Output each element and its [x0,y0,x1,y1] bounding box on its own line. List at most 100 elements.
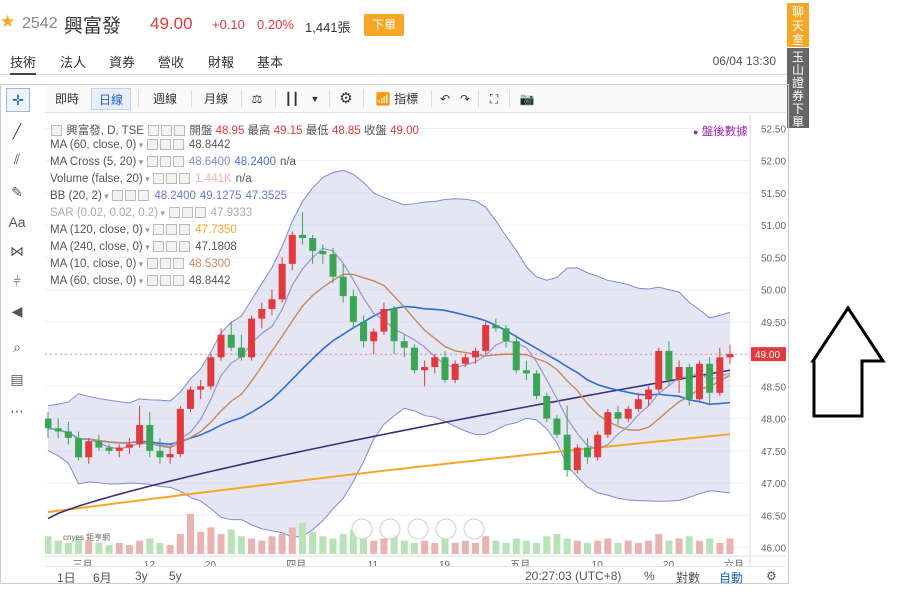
chevron-down-icon[interactable]: ▾ [136,157,146,167]
order-button[interactable]: 下單 [364,14,404,36]
settings-icon[interactable] [159,139,171,151]
range-3y[interactable]: 3y [135,569,148,583]
price-chart[interactable]: 52.50 52.00 51.50 51.00 50.50 50.00 49.50 49.00… [45,114,786,566]
range-5y[interactable]: 5y [169,569,182,583]
chevron-down-icon[interactable]: ▼ [310,94,320,104]
close-icon[interactable] [194,207,206,219]
interval-intraday[interactable]: 即時 [54,92,79,106]
y-tick-label: 52.00 [761,157,786,168]
visibility-icon[interactable] [146,139,158,151]
interval-weekly[interactable]: 週線 [152,92,177,106]
close-icon[interactable] [172,258,184,270]
brush-icon[interactable]: ✎ [11,184,23,200]
visibility-icon[interactable] [112,190,124,202]
chevron-down-icon[interactable]: ▾ [158,208,168,218]
zoom-out-icon[interactable] [351,518,373,540]
interval-daily[interactable]: 日線 [91,88,131,110]
settings-icon[interactable] [161,125,173,137]
reset-zoom-icon[interactable] [379,518,401,540]
tab-financials[interactable]: 財報 [208,55,235,70]
gear-icon[interactable]: ⚙ [766,569,777,583]
after-hours-data[interactable]: ● 盤後數據 [693,126,748,138]
ruler-icon[interactable]: ▤ [10,371,24,387]
close-icon[interactable] [179,241,191,253]
visibility-icon[interactable] [153,241,165,253]
refresh-icon[interactable] [407,518,429,540]
text-tool-icon[interactable]: Aa [8,214,26,230]
log-toggle[interactable]: 對數 [676,571,701,585]
close-icon[interactable] [174,125,186,137]
tab-revenue[interactable]: 營收 [158,55,185,70]
visibility-icon[interactable] [168,207,180,219]
range-6m[interactable]: 6月 [93,571,112,585]
chevron-down-icon[interactable]: ▾ [142,174,153,184]
back-arrow-icon[interactable]: ◀ [11,303,23,319]
scroll-right-icon[interactable] [463,518,485,540]
redo-icon[interactable]: ↷ [459,92,471,106]
range-1d[interactable]: 1日 [57,571,76,585]
settings-icon[interactable] [159,275,171,287]
tab-basic[interactable]: 基本 [257,55,284,70]
y-tick-label: 46.00 [761,544,786,555]
undo-icon[interactable]: ↶ [439,92,451,106]
fib-tool-icon[interactable]: ⫽ [13,151,21,167]
volume-bar [522,540,530,554]
chevron-down-icon[interactable]: ▾ [136,140,146,150]
chevron-down-icon[interactable]: ▾ [136,259,146,269]
close-icon[interactable] [179,224,191,236]
volume-bar [45,536,52,554]
crosshair-icon[interactable]: ✛ [6,88,30,112]
measure-icon[interactable]: ⫩ [12,273,22,289]
chatroom-button[interactable]: 聊天室 [787,3,809,47]
volume-bar [268,536,276,554]
settings-icon[interactable] [159,258,171,270]
more-tools-icon[interactable]: ⋯ [10,403,24,419]
settings-icon[interactable] [166,224,178,236]
chevron-down-icon[interactable]: ▾ [101,191,112,201]
close-icon[interactable] [179,173,191,185]
interval-monthly[interactable]: 月線 [203,92,228,106]
visibility-icon[interactable] [146,156,158,168]
tab-institutional[interactable]: 法人 [60,55,87,70]
settings-icon[interactable] [166,173,178,185]
collapse-icon[interactable] [51,125,62,137]
auto-toggle[interactable]: 自動 [719,571,744,585]
gear-icon[interactable]: ⚙ [339,90,353,107]
percent-toggle[interactable]: % [644,569,655,583]
chevron-down-icon[interactable]: ▾ [142,225,153,235]
candle-body [594,434,602,458]
indicator-value: 48.8442 [188,139,231,151]
favorite-star-icon[interactable]: ★ [0,12,16,31]
candle-type-icon[interactable]: ┃┃ [284,92,300,106]
visibility-icon[interactable] [146,258,158,270]
zoom-in-icon[interactable] [435,518,457,540]
pattern-icon[interactable]: ⋈ [10,243,24,259]
visibility-icon[interactable] [153,173,165,185]
close-icon[interactable] [172,139,184,151]
chevron-down-icon[interactable]: ▾ [136,276,146,286]
broker-order-button[interactable]: 玉山證券下單 [787,48,809,129]
visibility-icon[interactable] [146,275,158,287]
close-icon[interactable] [138,190,150,202]
settings-icon[interactable] [159,156,171,168]
high-label: 最高 [247,125,271,137]
camera-icon[interactable]: 📷 [519,92,535,106]
indicator-value: n/a [235,173,252,185]
compare-icon[interactable]: ⚖ [251,92,263,106]
trendline-icon[interactable]: ╱ [12,123,22,139]
fullscreen-icon[interactable]: ⛶ [489,92,499,106]
tab-technical[interactable]: 技術 [10,52,37,75]
close-icon[interactable] [172,156,184,168]
tab-margin[interactable]: 資券 [109,55,136,70]
zoom-icon[interactable]: ⌕ [13,339,21,355]
candle-body [685,367,693,400]
settings-icon[interactable] [125,190,137,202]
close-icon[interactable] [172,275,184,287]
settings-icon[interactable] [181,207,193,219]
visibility-icon[interactable] [148,125,160,137]
visibility-icon[interactable] [153,224,165,236]
settings-icon[interactable] [166,241,178,253]
indicator-value: 48.5300 [188,258,231,270]
indicators-button[interactable]: 📶 指標 [368,88,426,110]
chevron-down-icon[interactable]: ▾ [142,242,153,252]
